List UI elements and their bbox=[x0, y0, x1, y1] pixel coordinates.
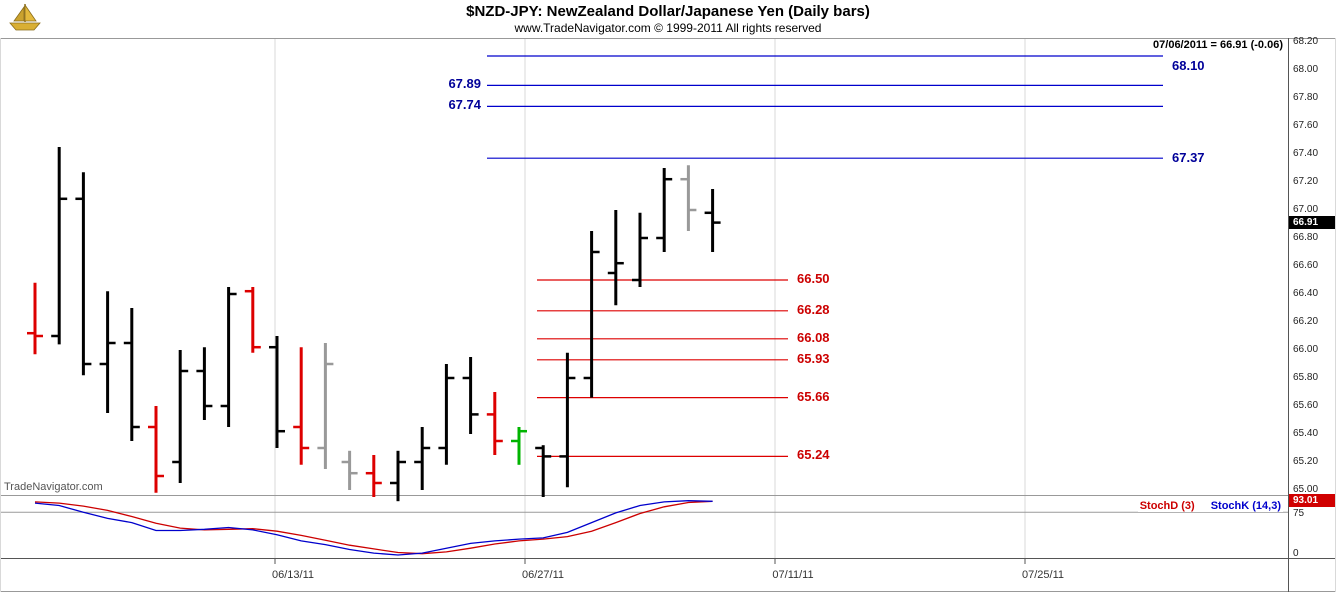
stochd-line[interactable] bbox=[34, 500, 713, 555]
indicator-legend: StochD (3) StochK (14,3) bbox=[1137, 500, 1283, 512]
copyright-text: www.TradeNavigator.com © 1999-2011 All r… bbox=[514, 21, 822, 35]
page-title: $NZD-JPY: NewZealand Dollar/Japanese Yen… bbox=[466, 3, 870, 20]
stochk-line[interactable] bbox=[34, 500, 713, 556]
watermark: TradeNavigator.com bbox=[4, 481, 103, 493]
stochk-label[interactable]: StochK (14,3) bbox=[1210, 500, 1281, 512]
quote-info: 07/06/2011 = 66.91 (-0.06) bbox=[1153, 39, 1283, 51]
tradenavigator-logo-icon bbox=[9, 3, 41, 31]
last-price-badge: 66.91 bbox=[1289, 216, 1335, 229]
stoch-value-badge: 93.01 bbox=[1289, 494, 1335, 507]
stochd-label[interactable]: StochD (3) bbox=[1139, 500, 1195, 512]
